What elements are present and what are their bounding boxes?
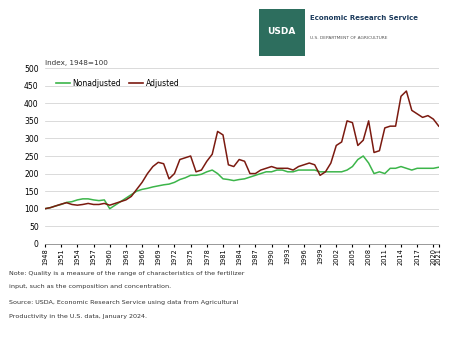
Text: quantities, 1948–2021: quantities, 1948–2021 xyxy=(7,45,150,55)
Text: U.S. DEPARTMENT OF AGRICULTURE: U.S. DEPARTMENT OF AGRICULTURE xyxy=(310,35,388,40)
Text: Index, 1948=100: Index, 1948=100 xyxy=(45,60,108,66)
Text: of: of xyxy=(354,322,363,331)
Text: CHARTS: CHARTS xyxy=(266,322,312,331)
Text: Source: USDA, Economic Research Service using data from Agricultural: Source: USDA, Economic Research Service … xyxy=(9,300,238,305)
Text: Quality-adjusted and nonadjusted fertilizer: Quality-adjusted and nonadjusted fertili… xyxy=(7,18,286,28)
Text: CHARTS: CHARTS xyxy=(327,322,373,331)
Text: Economic Research Service: Economic Research Service xyxy=(310,15,419,21)
Text: Productivity in the U.S. data, January 2024.: Productivity in the U.S. data, January 2… xyxy=(9,314,147,319)
Text: NOTE: NOTE xyxy=(376,322,408,331)
Text: USDA: USDA xyxy=(267,27,296,35)
FancyBboxPatch shape xyxy=(259,9,305,56)
Text: input, such as the composition and concentration.: input, such as the composition and conce… xyxy=(9,284,171,289)
Legend: Nonadjusted, Adjusted: Nonadjusted, Adjusted xyxy=(53,76,183,91)
Text: Note: Quality is a measure of the range of characteristics of the fertilizer: Note: Quality is a measure of the range … xyxy=(9,270,244,276)
